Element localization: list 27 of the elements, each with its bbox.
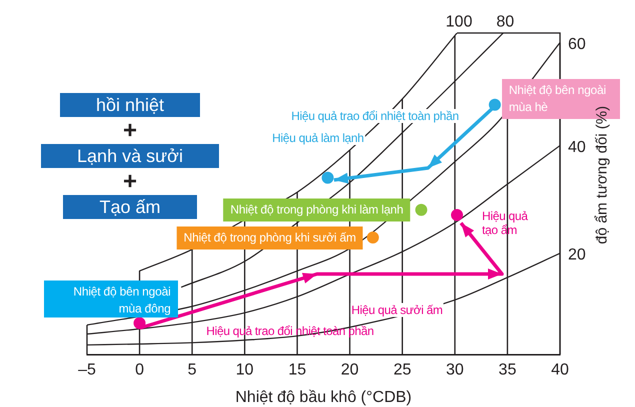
x-tick-label: –5 <box>78 362 96 379</box>
heading-box: Lạnh và sưởi <box>41 144 219 168</box>
annotation: Hiệu quả sưởi ấm <box>350 303 444 317</box>
annotation: + <box>122 117 137 144</box>
x-tick-label: 40 <box>551 362 569 379</box>
series-label: 20 <box>568 246 586 264</box>
annotation: Hiệu quả trao đổi nhiệt toàn phần <box>290 109 460 123</box>
x-tick-label: 0 <box>135 362 144 379</box>
x-axis-title: Nhiệt độ bầu khô (°CDB) <box>235 388 412 406</box>
series-label: 80 <box>496 13 514 30</box>
annotation: + <box>122 168 137 195</box>
x-tick-label: 10 <box>236 362 254 379</box>
x-tick-label: 35 <box>498 362 516 379</box>
x-tick-label: 30 <box>446 362 464 379</box>
x-tick-label: 15 <box>288 362 306 379</box>
series-label: 60 <box>568 36 586 54</box>
series-label: Nhiệt độ trong phòng khi sưởi ấm <box>176 226 363 250</box>
series-label: Nhiệt độ trong phòng khi làm lạnh <box>223 198 410 222</box>
heading-box: Tạo ấm <box>63 195 197 219</box>
series-label: 40 <box>568 138 586 156</box>
heading-box: hồi nhiệt <box>60 93 200 117</box>
series-label: Nhiệt độ bên ngoài mùa đông <box>44 280 178 318</box>
annotation: Hiệu quả làm lạnh <box>271 131 365 145</box>
x-tick-label: 20 <box>340 362 359 379</box>
series-label: 100 <box>446 13 472 30</box>
x-tick-label: 25 <box>393 362 412 379</box>
x-tick-label: 5 <box>188 362 197 379</box>
